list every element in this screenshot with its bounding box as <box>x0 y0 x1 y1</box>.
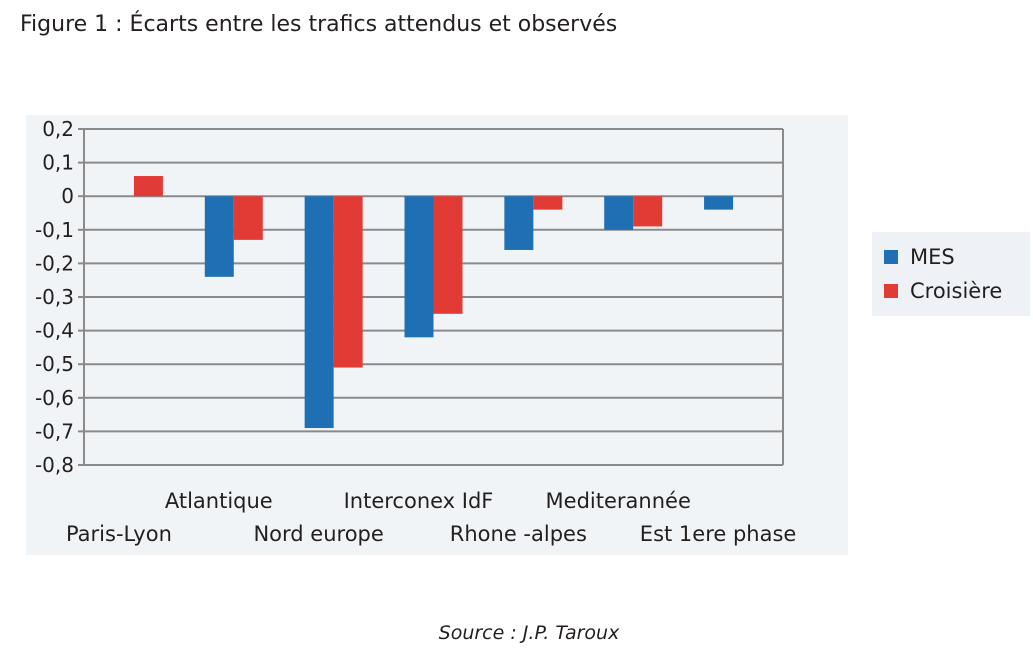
bar-mes <box>604 196 634 230</box>
bar-mes <box>204 196 234 277</box>
bar-croisiere <box>633 196 663 227</box>
x-category-label: Interconex IdF <box>344 489 494 513</box>
legend-swatch-mes <box>884 250 898 264</box>
bar-mes <box>504 196 534 250</box>
y-tick-label: 0,2 <box>42 117 74 141</box>
bar-mes <box>404 196 434 338</box>
y-tick-label: -0,6 <box>35 386 74 410</box>
source-caption: Source : J.P. Taroux <box>438 622 620 644</box>
y-tick-label: -0,4 <box>35 319 74 343</box>
legend-swatch-croisiere <box>884 284 898 298</box>
legend-item-croisiere: Croisière <box>884 278 1002 304</box>
bar-croisiere <box>433 196 463 314</box>
y-tick-label: 0,1 <box>42 151 74 175</box>
x-category-label: Est 1ere phase <box>640 522 797 546</box>
legend-label-mes: MES <box>910 245 955 269</box>
bar-mes <box>704 196 734 210</box>
y-tick-label: 0 <box>61 184 74 208</box>
legend-label-croisiere: Croisière <box>910 279 1003 303</box>
y-tick-label: -0,7 <box>35 419 74 443</box>
bar-croisiere <box>333 196 363 368</box>
figure-title: Figure 1 : Écarts entre les trafics atte… <box>20 12 618 37</box>
chart-background <box>26 115 848 555</box>
y-tick-label: -0,5 <box>35 352 74 376</box>
y-tick-label: -0,2 <box>35 251 74 275</box>
bar-croisiere <box>533 196 563 210</box>
chart-legend: MES Croisière <box>872 232 1030 316</box>
x-category-label: Mediterannée <box>546 489 691 513</box>
y-tick-label: -0,1 <box>35 218 74 242</box>
y-tick-label: -0,3 <box>35 285 74 309</box>
x-category-label: Nord europe <box>253 522 383 546</box>
bar-mes <box>304 196 334 429</box>
x-category-label: Paris-Lyon <box>66 522 172 546</box>
x-category-label: Atlantique <box>165 489 273 513</box>
bar-croisiere <box>233 196 263 240</box>
legend-item-mes: MES <box>884 244 955 270</box>
x-category-label: Rhone -alpes <box>450 522 587 546</box>
bar-croisiere <box>133 176 163 197</box>
y-tick-label: -0,8 <box>35 453 74 477</box>
